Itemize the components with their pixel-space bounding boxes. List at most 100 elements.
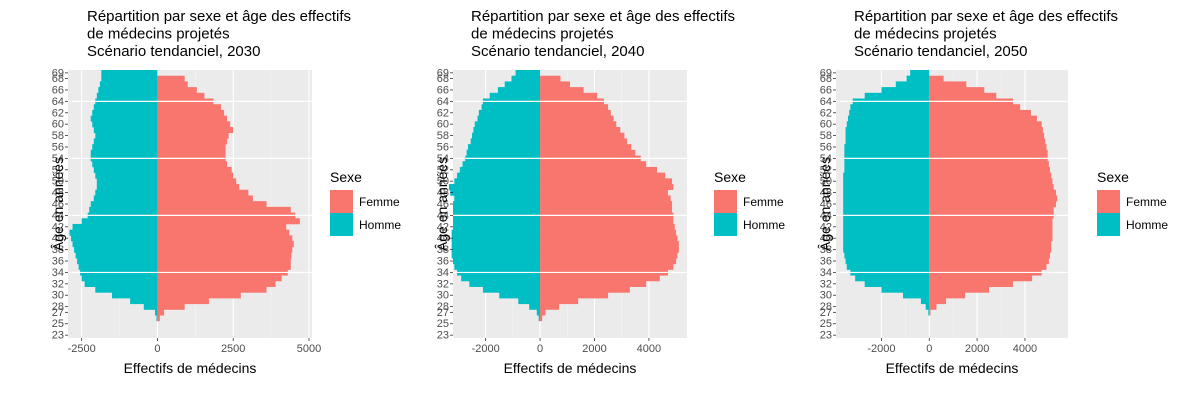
legend-key-femme	[714, 190, 737, 213]
y-tick-label-28: 28	[52, 301, 64, 313]
bar-homme-age-65	[96, 92, 158, 99]
chart-title-line-3: Scénario tendanciel, 2030	[87, 43, 260, 60]
y-tick-label-25: 25	[820, 318, 832, 330]
bar-femme-age-28	[929, 303, 937, 310]
x-tick-label: 5000	[297, 343, 321, 355]
bar-femme-age-56	[929, 144, 1047, 151]
bar-femme-age-26	[157, 315, 160, 322]
bar-femme-age-49	[157, 184, 240, 191]
bar-femme-age-28	[540, 303, 560, 310]
bar-homme-age-66	[881, 87, 930, 94]
x-tick-label: 2000	[582, 343, 606, 355]
bar-femme-age-51	[540, 172, 666, 179]
bar-femme-age-40	[929, 235, 1053, 242]
bar-homme-age-39	[72, 241, 158, 248]
bar-homme-age-40	[71, 235, 158, 242]
y-tick-label-56: 56	[52, 141, 64, 153]
bar-homme-age-48	[843, 189, 930, 196]
bar-homme-age-29	[920, 298, 930, 305]
bar-homme-age-55	[90, 149, 158, 156]
chart-title-line-2: de médecins projetés	[87, 26, 230, 43]
bar-homme-age-57	[845, 138, 930, 145]
bar-homme-age-60	[92, 121, 158, 128]
bar-homme-age-67	[504, 81, 541, 88]
bar-femme-age-36	[929, 258, 1049, 265]
y-tick-label-42: 42	[820, 221, 832, 233]
bar-femme-age-39	[157, 241, 294, 248]
bar-femme-age-33	[929, 275, 1033, 282]
bar-homme-age-66	[497, 87, 541, 94]
x-tick-label: 2500	[221, 343, 245, 355]
x-tick-label: -2500	[68, 343, 96, 355]
bar-homme-age-49	[96, 184, 158, 191]
y-tick-label-32: 32	[437, 278, 449, 290]
bar-femme-age-35	[929, 263, 1047, 270]
bar-femme-age-52	[157, 166, 232, 173]
y-tick-label-64: 64	[52, 96, 64, 108]
x-tick-label: -2000	[867, 343, 895, 355]
bar-homme-age-50	[96, 178, 158, 185]
bar-femme-age-42	[540, 223, 675, 230]
bar-femme-age-53	[157, 161, 228, 168]
bar-femme-age-57	[540, 138, 628, 145]
legend-title: Sexe	[1097, 169, 1129, 185]
bar-femme-age-32	[157, 280, 276, 287]
legend-key-femme	[1097, 190, 1120, 213]
bar-homme-age-42	[843, 223, 930, 230]
bar-homme-age-28	[925, 303, 930, 310]
bar-homme-age-35	[454, 263, 541, 270]
bar-homme-age-57	[93, 138, 158, 145]
y-tick-label-66: 66	[437, 84, 449, 96]
legend-label-femme: Femme	[743, 195, 784, 209]
x-axis-title: Effectifs de médecins	[886, 360, 1019, 376]
y-axis-title: Âge en années	[50, 157, 66, 251]
bar-femme-age-47	[540, 195, 671, 202]
bar-homme-age-42	[72, 223, 158, 230]
bar-homme-age-53	[92, 161, 158, 168]
bar-femme-age-62	[540, 109, 611, 116]
bar-homme-age-66	[98, 87, 158, 94]
bar-homme-age-30	[499, 292, 541, 299]
bar-femme-age-27	[157, 309, 165, 316]
bar-homme-age-38	[451, 246, 541, 253]
bar-homme-age-40	[843, 235, 930, 242]
bar-femme-age-31	[540, 286, 630, 293]
chart-panel-2: 2325272830323436384042444648505254565860…	[434, 8, 785, 376]
y-tick-label-36: 36	[437, 256, 449, 268]
bar-homme-age-45	[843, 206, 930, 213]
y-tick-label-62: 62	[820, 107, 832, 119]
bar-femme-age-26	[540, 315, 543, 322]
bar-homme-age-62	[92, 109, 158, 116]
bar-homme-age-26	[538, 315, 541, 322]
bar-femme-age-67	[929, 81, 967, 88]
bar-femme-age-63	[540, 104, 609, 111]
bar-homme-age-55	[844, 149, 930, 156]
bar-femme-age-61	[929, 115, 1037, 122]
bar-femme-age-66	[540, 87, 584, 94]
bar-femme-age-46	[540, 201, 673, 208]
bar-femme-age-68	[929, 75, 944, 82]
chart-title-line-3: Scénario tendanciel, 2040	[471, 43, 644, 60]
bar-femme-age-27	[540, 309, 546, 316]
bar-homme-age-31	[881, 286, 930, 293]
bar-femme-age-32	[929, 280, 1013, 287]
y-tick-label-48: 48	[52, 187, 64, 199]
bar-homme-age-61	[847, 115, 930, 122]
bar-femme-age-55	[929, 149, 1048, 156]
bar-femme-age-59	[540, 127, 621, 134]
bar-femme-age-48	[929, 189, 1057, 196]
y-tick-label-28: 28	[820, 301, 832, 313]
bar-homme-age-29	[518, 298, 541, 305]
legend-label-homme: Homme	[1126, 218, 1168, 232]
bar-femme-age-60	[929, 121, 1042, 128]
bar-homme-age-61	[90, 115, 158, 122]
bar-femme-age-39	[540, 241, 679, 248]
bar-homme-age-46	[843, 201, 930, 208]
bar-femme-age-30	[540, 292, 609, 299]
bar-homme-age-62	[478, 109, 541, 116]
y-tick-label-40: 40	[52, 233, 64, 245]
bar-homme-age-58	[472, 132, 541, 139]
bar-femme-age-65	[929, 92, 997, 99]
bar-homme-age-49	[843, 184, 930, 191]
